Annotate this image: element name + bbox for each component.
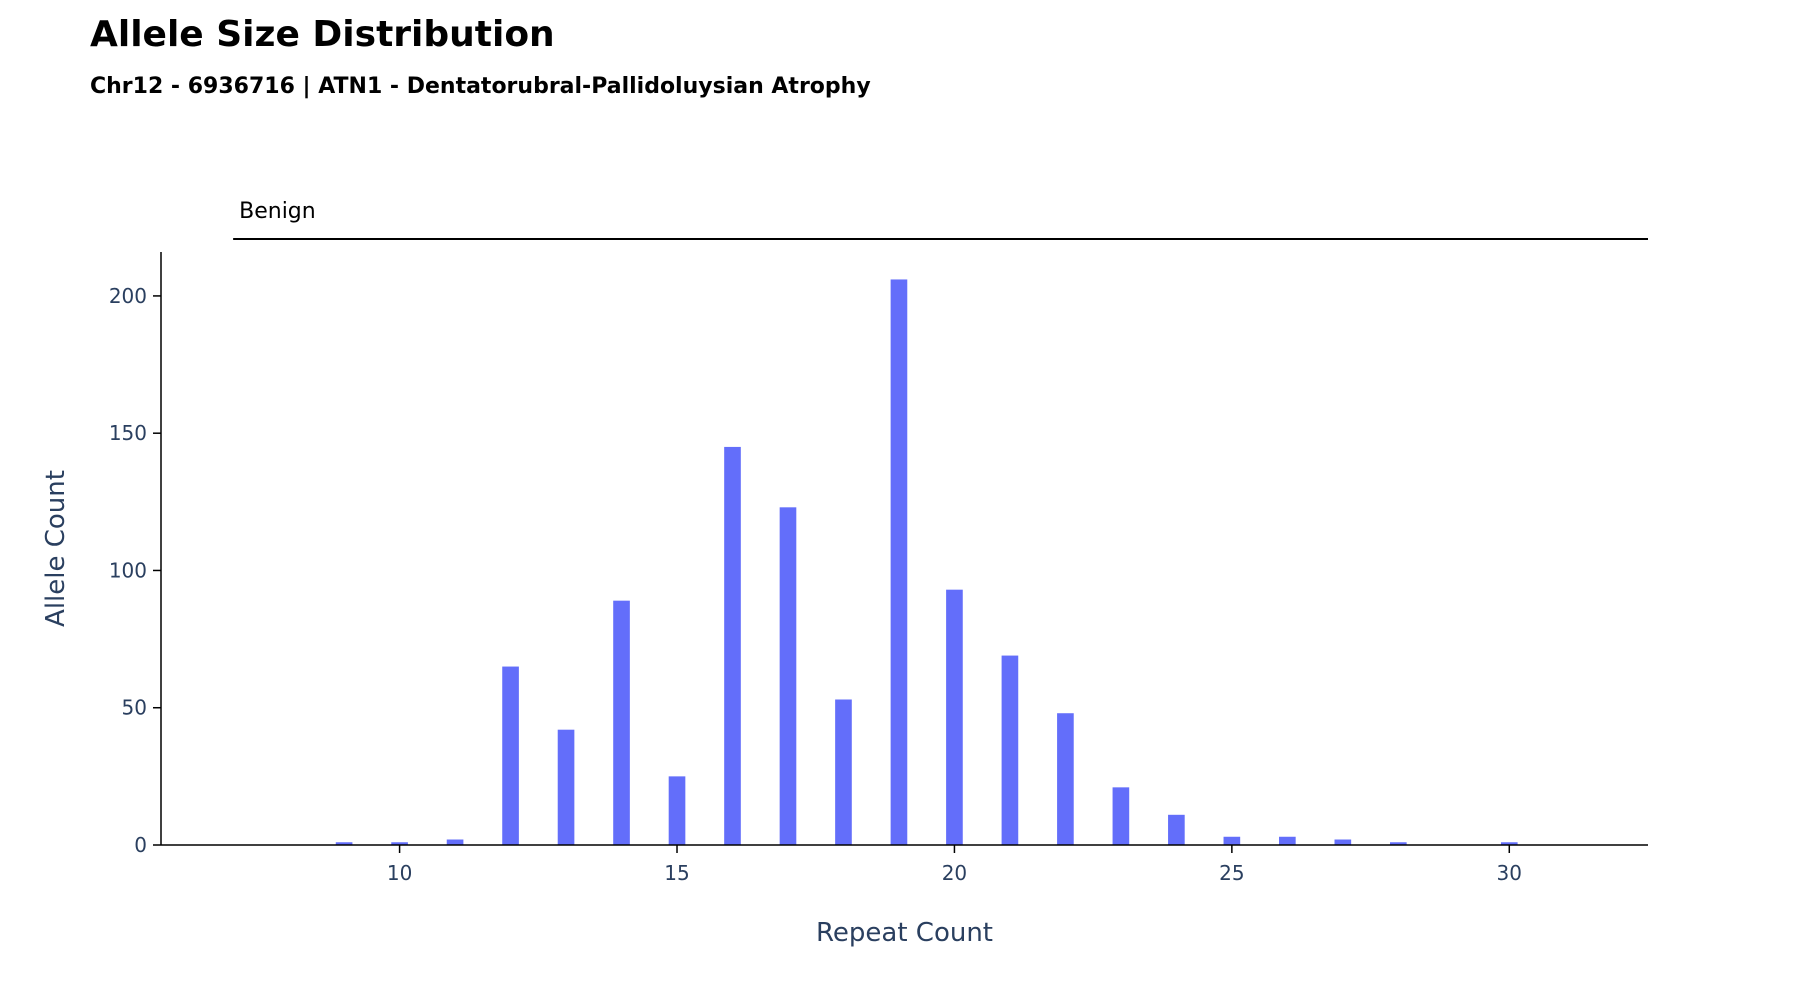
bar — [890, 279, 908, 845]
bar — [1279, 836, 1296, 845]
x-tick-label: 30 — [1497, 861, 1522, 885]
bar — [946, 589, 963, 845]
chart-subtitle: Chr12 - 6936716 | ATN1 - Dentatorubral-P… — [90, 74, 871, 99]
bar — [668, 776, 686, 845]
bar — [1112, 787, 1130, 845]
y-tick-label: 0 — [134, 833, 147, 857]
y-tick-label: 50 — [122, 696, 147, 720]
bar — [557, 729, 575, 845]
bar — [835, 699, 852, 845]
x-axis-title: Repeat Count — [816, 918, 993, 948]
bar — [779, 507, 797, 845]
bar — [724, 446, 741, 845]
bar — [1500, 842, 1518, 845]
bar — [1223, 836, 1241, 845]
bar — [335, 842, 353, 845]
bar — [1168, 814, 1185, 845]
chart-title: Allele Size Distribution — [90, 14, 555, 55]
bar — [613, 600, 630, 845]
axes-layer: 0 50 100 150 200 10 15 20 25 30 — [109, 252, 1648, 885]
bar — [446, 839, 464, 845]
bar — [502, 666, 519, 845]
range-band-label: Benign — [239, 199, 316, 224]
bar — [391, 842, 408, 845]
x-tick-label: 15 — [664, 861, 689, 885]
x-tick-label: 10 — [387, 861, 412, 885]
bar — [1057, 713, 1074, 845]
bar — [1001, 655, 1019, 845]
x-tick-label: 20 — [942, 861, 967, 885]
y-tick-label: 150 — [109, 421, 147, 445]
bar — [1334, 839, 1352, 845]
bars-layer — [335, 279, 1518, 845]
y-axis-title: Allele Count — [41, 470, 71, 627]
y-tick-label: 200 — [109, 284, 147, 308]
bar — [1389, 842, 1407, 845]
x-tick-label: 25 — [1219, 861, 1244, 885]
range-band-layer: Benign — [233, 199, 1648, 240]
y-tick-label: 100 — [109, 558, 147, 582]
